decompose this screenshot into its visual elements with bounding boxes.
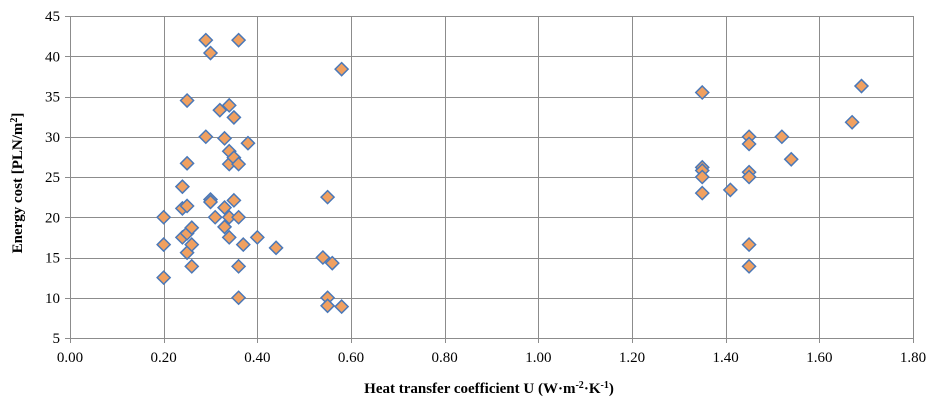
data-point xyxy=(221,229,237,245)
x-tick-label: 1.00 xyxy=(525,350,551,366)
data-point xyxy=(249,229,265,245)
y-tick-label: 25 xyxy=(45,170,60,186)
y-tick-label: 20 xyxy=(45,210,60,226)
data-point xyxy=(226,109,242,125)
data-point xyxy=(221,97,237,113)
data-point xyxy=(156,270,172,286)
x-axis-title: Heat transfer coefficient U (W·m-2·K-1) xyxy=(364,380,614,398)
x-tick-label: 0.20 xyxy=(151,350,177,366)
data-point xyxy=(231,258,247,274)
data-point xyxy=(783,151,799,167)
points-layer xyxy=(156,32,870,315)
data-point xyxy=(694,169,710,185)
data-point xyxy=(315,249,331,266)
y-tick-label: 15 xyxy=(45,251,60,267)
data-point xyxy=(334,61,350,77)
data-point xyxy=(212,102,228,118)
data-point xyxy=(202,194,219,210)
data-point xyxy=(741,136,757,152)
x-tick-label: 0.40 xyxy=(244,350,270,366)
data-point xyxy=(334,299,350,315)
x-tick-label: 0.60 xyxy=(338,350,364,366)
data-point xyxy=(184,237,200,253)
data-point xyxy=(741,169,757,185)
data-point xyxy=(156,237,172,253)
data-point xyxy=(774,129,790,145)
tick-labels-layer: 0.00 0.20 0.40 0.60 0.80 1.00 1.20 1.40 1.60 1.80… xyxy=(45,9,926,366)
data-point xyxy=(156,209,172,225)
data-point xyxy=(741,237,757,253)
data-point xyxy=(320,189,336,205)
data-point xyxy=(216,219,233,235)
data-point xyxy=(174,179,190,195)
data-point xyxy=(184,220,200,236)
data-point xyxy=(231,290,247,306)
data-point xyxy=(226,192,242,208)
data-point xyxy=(179,155,195,171)
data-point xyxy=(216,130,233,146)
data-point xyxy=(231,209,247,225)
data-point xyxy=(198,129,214,145)
data-point xyxy=(202,45,219,61)
y-tick-label: 10 xyxy=(45,291,60,307)
data-point xyxy=(240,135,256,151)
data-point xyxy=(694,84,710,101)
y-tick-label: 45 xyxy=(45,9,60,25)
x-tick-label: 1.20 xyxy=(619,350,645,366)
data-point xyxy=(235,237,251,253)
x-tick-label: 1.60 xyxy=(806,350,832,366)
x-tick-label: 1.40 xyxy=(713,350,739,366)
y-tick-label: 40 xyxy=(45,49,60,65)
data-point xyxy=(844,114,860,130)
data-point xyxy=(216,200,233,216)
data-point xyxy=(207,209,223,225)
data-point xyxy=(741,258,757,274)
data-point xyxy=(694,185,710,201)
y-tick-label: 30 xyxy=(45,130,60,146)
grid-layer xyxy=(65,16,914,343)
x-tick-label: 0.00 xyxy=(57,350,83,366)
data-point xyxy=(320,298,336,314)
data-point xyxy=(268,240,284,256)
axis-layer xyxy=(70,16,913,339)
data-point xyxy=(184,258,200,274)
data-point xyxy=(231,156,247,172)
y-tick-label: 35 xyxy=(45,90,60,106)
data-point xyxy=(853,78,870,94)
y-tick-label: 5 xyxy=(53,331,61,347)
data-point xyxy=(231,32,247,48)
data-point xyxy=(179,92,195,109)
x-tick-label: 0.80 xyxy=(432,350,458,366)
data-point xyxy=(198,32,214,48)
data-point xyxy=(179,198,195,214)
y-axis-title: Energy cost [PLN/m2] xyxy=(9,113,27,254)
data-point xyxy=(722,182,738,198)
x-tick-label: 1.80 xyxy=(900,350,926,366)
data-point xyxy=(324,255,340,271)
